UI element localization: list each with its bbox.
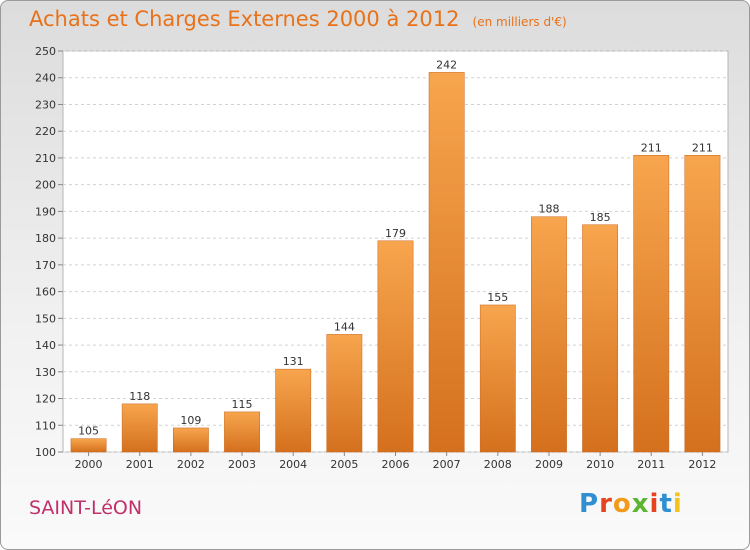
x-tick-label-2010: 2010 [586,458,614,471]
y-tick-label: 140 [35,339,56,352]
bar-chart: 100 110 120 130 140 150 160 170 180 190 200 210 220 2… [35,45,729,471]
x-tick-label-2008: 2008 [484,458,512,471]
y-tick-label: 120 [35,393,56,406]
data-label-2003: 115 [232,398,253,411]
logo-letter: x [631,489,650,519]
bar-2002 [172,427,209,453]
y-tick-label: 180 [35,232,56,245]
y-tick-label: 130 [35,366,56,379]
bar-2008 [479,304,516,453]
y-tick-label: 110 [35,419,56,432]
data-label-2008: 155 [487,291,508,304]
y-tick-label: 230 [35,98,56,111]
bar-2003 [224,411,260,453]
data-label-2007: 242 [436,58,457,71]
x-tick-label-2003: 2003 [228,458,256,471]
bar-2000 [70,438,107,453]
data-label-2005: 144 [334,320,355,333]
x-tick-label-2005: 2005 [330,458,358,471]
x-tick-label-2011: 2011 [637,458,665,471]
y-axis: 100 110 120 130 140 150 160 170 180 190 200 210 220 2… [35,45,63,459]
bar-2012 [684,155,721,453]
logo-letter: P [579,489,600,519]
bar-2010 [582,224,619,453]
y-tick-label: 100 [35,446,56,459]
bar-2007 [428,72,465,453]
x-tick-label-2009: 2009 [535,458,563,471]
x-tick-label-2004: 2004 [279,458,307,471]
data-label-2001: 118 [129,390,150,403]
data-label-2006: 179 [385,227,406,240]
y-tick-label: 240 [35,72,56,85]
chart-subtitle: (en milliers d'€) [472,15,567,29]
bar-2001 [121,403,158,453]
chart-title: Achats et Charges Externes 2000 à 2012 [29,7,460,31]
data-label-2000: 105 [78,425,99,438]
data-label-2010: 185 [590,211,611,224]
bar-2006 [377,240,414,453]
x-tick-label-2012: 2012 [688,458,716,471]
data-label-2004: 131 [283,355,304,368]
logo-letter: t [659,489,673,519]
y-tick-label: 160 [35,286,56,299]
y-tick-label: 210 [35,152,56,165]
x-tick-label-2000: 2000 [75,458,103,471]
x-tick-label-2007: 2007 [433,458,461,471]
y-tick-label: 150 [35,312,56,325]
x-axis: 2000 2001 2002 2003 2004 2005 2006 2007 2008 2009… [75,452,716,471]
town-name: SAINT-LéON [29,497,143,519]
logo-letter: r [599,489,613,519]
bar-2009 [531,216,567,453]
y-tick-label: 190 [35,205,56,218]
data-label-2012: 211 [692,141,713,154]
data-label-2002: 109 [180,414,201,427]
y-tick-label: 170 [35,259,56,272]
y-tick-label: 220 [35,125,56,138]
logo-letter: o [612,489,632,519]
x-tick-label-2001: 2001 [126,458,154,471]
data-label-2011: 211 [641,141,662,154]
y-tick-label: 200 [35,179,56,192]
bar-2005 [326,334,363,453]
bar-2011 [633,155,670,453]
bars: 105 118 109 115 131 144 179 242 155 188 185 211 211 [70,58,721,453]
chart-title-block: Achats et Charges Externes 2000 à 2012 (… [29,7,567,31]
x-tick-label-2006: 2006 [382,458,410,471]
x-tick-label-2002: 2002 [177,458,205,471]
proxiti-logo: Proxiti [579,489,683,519]
bar-2004 [275,368,312,453]
data-label-2009: 188 [538,203,559,216]
logo-letter: i [649,489,660,519]
y-tick-label: 250 [35,45,56,58]
logo-letter: i [672,489,683,519]
